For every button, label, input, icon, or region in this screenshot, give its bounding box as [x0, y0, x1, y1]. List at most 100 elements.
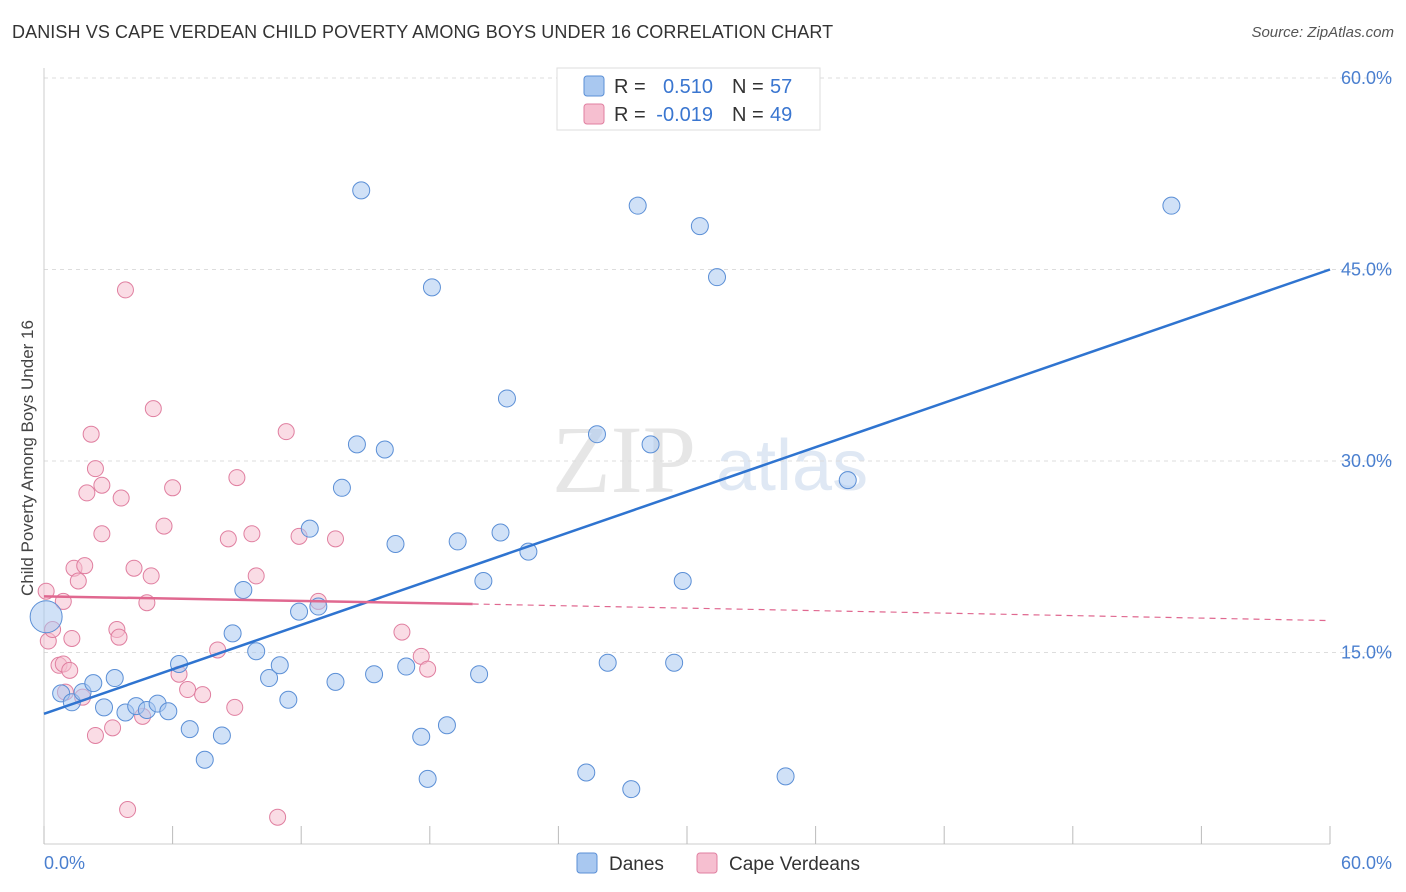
danes-point	[474, 572, 493, 591]
source-label: Source: ZipAtlas.com	[1251, 24, 1394, 41]
gridlines	[44, 77, 1392, 653]
cape-verdeans-point	[86, 460, 104, 478]
series-legend-danes-swatch	[576, 852, 598, 874]
cape-verdeans-point	[86, 726, 104, 744]
cape-verdeans-point	[226, 698, 244, 716]
danes-point	[641, 435, 660, 454]
cape-verdeans-point	[393, 623, 411, 641]
cape-verdeans-point	[243, 525, 261, 543]
watermark: ZIP atlas	[552, 406, 868, 513]
cape-verdeans-point	[82, 425, 100, 443]
cape-verdeans-point	[63, 629, 81, 647]
cape-verdeans-point	[125, 559, 143, 577]
danes-point	[105, 669, 124, 688]
cape-verdeans-trend-line	[43, 595, 473, 606]
danes-point	[365, 665, 384, 684]
danes-point	[776, 767, 795, 786]
legend-danes-r-label: R =	[614, 76, 646, 98]
danes-point	[628, 196, 647, 215]
cape-verdeans-point	[247, 567, 265, 585]
cape-verdeans-point	[228, 469, 246, 487]
legend-danes-n-value: 57	[770, 76, 792, 98]
y-tick-label: 15.0%	[1341, 643, 1392, 663]
cape-verdeans-point	[61, 661, 79, 679]
correlation-legend: R = 0.510 N = 57 R = -0.019 N = 49	[556, 67, 821, 131]
legend-danes-n-label: N =	[732, 76, 764, 98]
cape-verdeans-points	[37, 281, 437, 826]
legend-cape-r-value: -0.019	[656, 104, 713, 126]
danes-point	[223, 624, 242, 643]
legend-cape-n-label: N =	[732, 104, 764, 126]
cape-verdeans-point	[326, 530, 344, 548]
y-tick-labels: 15.0% 30.0% 45.0% 60.0%	[1341, 68, 1392, 663]
cape-verdeans-point	[116, 281, 134, 299]
legend-cape-swatch	[583, 103, 605, 125]
danes-point	[397, 657, 416, 676]
cape-verdeans-point	[93, 476, 111, 494]
danes-point	[159, 702, 178, 721]
cape-verdeans-point	[419, 660, 437, 678]
danes-point	[708, 268, 727, 287]
danes-point	[375, 440, 394, 459]
chart-title: DANISH VS CAPE VERDEAN CHILD POVERTY AMO…	[12, 22, 834, 42]
cape-verdeans-point	[93, 525, 111, 543]
cape-verdeans-point	[104, 719, 122, 737]
series-legend-danes-label: Danes	[609, 854, 664, 875]
cape-verdeans-point	[110, 628, 128, 646]
danes-point	[665, 653, 684, 672]
danes-point	[587, 425, 606, 444]
danes-point	[418, 769, 437, 788]
danes-point	[622, 780, 641, 799]
cape-verdeans-point	[78, 484, 96, 502]
legend-cape-n-value: 49	[770, 104, 792, 126]
cape-verdeans-point	[164, 479, 182, 497]
danes-point	[577, 763, 596, 782]
cape-verdeans-point	[69, 572, 87, 590]
cape-verdeans-point	[194, 686, 212, 704]
danes-point	[491, 523, 510, 542]
legend-danes-swatch	[583, 75, 605, 97]
danes-point	[212, 726, 231, 745]
cape-verdeans-trend-extension	[472, 603, 1331, 622]
x-axis-ticks	[43, 826, 1331, 844]
danes-trend-line	[43, 268, 1331, 715]
watermark-zip: ZIP	[552, 406, 696, 513]
danes-point	[437, 716, 456, 735]
cape-verdeans-point	[155, 517, 173, 535]
trend-lines	[43, 268, 1331, 715]
danes-point	[470, 665, 489, 684]
cape-verdeans-point	[269, 808, 287, 826]
series-legend: Danes Cape Verdeans	[576, 852, 860, 875]
danes-point	[422, 278, 441, 297]
danes-point	[690, 217, 709, 236]
danes-point	[247, 642, 266, 661]
danes-point	[412, 727, 431, 746]
y-axis-label: Child Poverty Among Boys Under 16	[18, 320, 37, 596]
danes-point	[260, 669, 279, 688]
cape-verdeans-point	[179, 681, 197, 699]
legend-danes-r-value: 0.510	[663, 76, 713, 98]
danes-point	[84, 674, 103, 693]
cape-verdeans-point	[144, 400, 162, 418]
danes-point	[838, 471, 857, 490]
y-tick-label: 60.0%	[1341, 68, 1392, 88]
danes-point	[332, 478, 351, 497]
danes-point	[326, 672, 345, 691]
series-legend-cape-swatch	[696, 852, 718, 874]
danes-point	[29, 600, 63, 634]
danes-point	[300, 519, 319, 538]
cape-verdeans-point	[76, 557, 94, 575]
cape-verdeans-point	[112, 489, 130, 507]
danes-point	[180, 720, 199, 739]
danes-point	[234, 580, 253, 599]
legend-cape-r-label: R =	[614, 104, 646, 126]
cape-verdeans-point	[142, 567, 160, 585]
danes-point	[448, 532, 467, 551]
y-tick-label: 30.0%	[1341, 451, 1392, 471]
x-tick-label-max: 60.0%	[1341, 853, 1392, 873]
danes-point	[497, 389, 516, 408]
danes-point	[352, 181, 371, 200]
danes-point	[290, 602, 309, 621]
danes-point	[1162, 196, 1181, 215]
